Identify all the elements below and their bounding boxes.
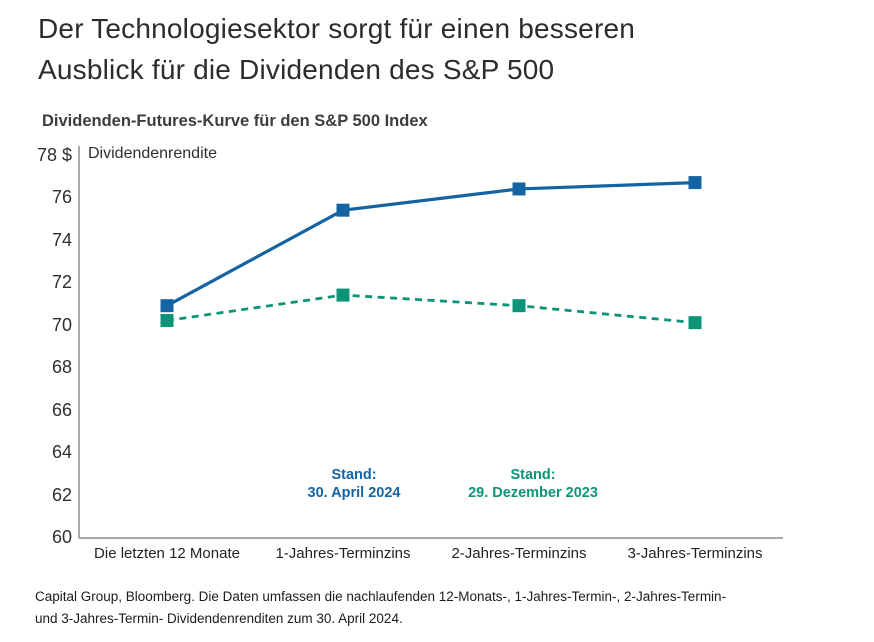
data-point-marker-december-2023	[160, 314, 174, 328]
y-axis-tick-label: 66	[51, 399, 72, 420]
x-axis-category-label: 1-Jahres-Terminzins	[275, 545, 411, 562]
y-axis-tick-label: 74	[51, 229, 72, 250]
y-axis-title: Dividendenrendite	[88, 145, 217, 162]
data-point-marker-december-2023	[512, 299, 526, 313]
y-axis-tick-label: 62	[51, 484, 72, 505]
chart-annotation-december-2023: Stand: 29. Dezember 2023	[438, 467, 628, 502]
y-axis-tick-label: 68	[51, 357, 72, 378]
data-point-marker-december-2023	[336, 288, 350, 302]
source-note: Capital Group, Bloomberg. Die Daten umfa…	[35, 586, 726, 630]
figure-title-line1: Der Technologiesektor sorgt für einen be…	[38, 13, 636, 44]
source-note-line2: und 3-Jahres-Termin- Dividendenrenditen …	[35, 611, 403, 626]
chart-annotation-april-2024: Stand: 30. April 2024	[259, 467, 449, 502]
source-note-line1: Capital Group, Bloomberg. Die Daten umfa…	[35, 589, 727, 604]
figure-title: Der Technologiesektor sorgt für einen be…	[38, 8, 635, 90]
data-point-marker-december-2023	[688, 316, 702, 330]
y-axis-tick-label: 78 $	[36, 145, 72, 165]
y-axis-tick-label: 70	[51, 314, 72, 335]
y-axis-tick-label: 60	[51, 527, 72, 547]
x-axis-category-label: 3-Jahres-Terminzins	[627, 545, 763, 562]
annotation-line: 29. Dezember 2023	[468, 484, 598, 501]
y-axis-tick-label: 72	[51, 272, 72, 293]
chart-subtitle: Dividenden-Futures-Kurve für den S&P 500…	[42, 112, 428, 130]
data-point-marker-april-2024	[512, 182, 526, 196]
data-point-marker-april-2024	[688, 176, 702, 190]
data-point-marker-april-2024	[336, 203, 350, 217]
series-line-april-2024	[166, 180, 696, 308]
figure-title-line2: Ausblick für die Dividenden des S&P 500	[38, 54, 555, 85]
y-axis-tick-label: 76	[51, 187, 72, 208]
y-axis-tick-label: 64	[51, 442, 72, 463]
annotation-line: Stand:	[510, 467, 556, 483]
x-axis-category-label: Die letzten 12 Monate	[94, 545, 240, 562]
annotation-line: Stand:	[331, 467, 377, 483]
series-line-december-2023	[166, 293, 696, 325]
x-axis-category-label: 2-Jahres-Terminzins	[451, 545, 587, 562]
data-point-marker-april-2024	[160, 299, 174, 313]
annotation-line: 30. April 2024	[307, 484, 401, 501]
